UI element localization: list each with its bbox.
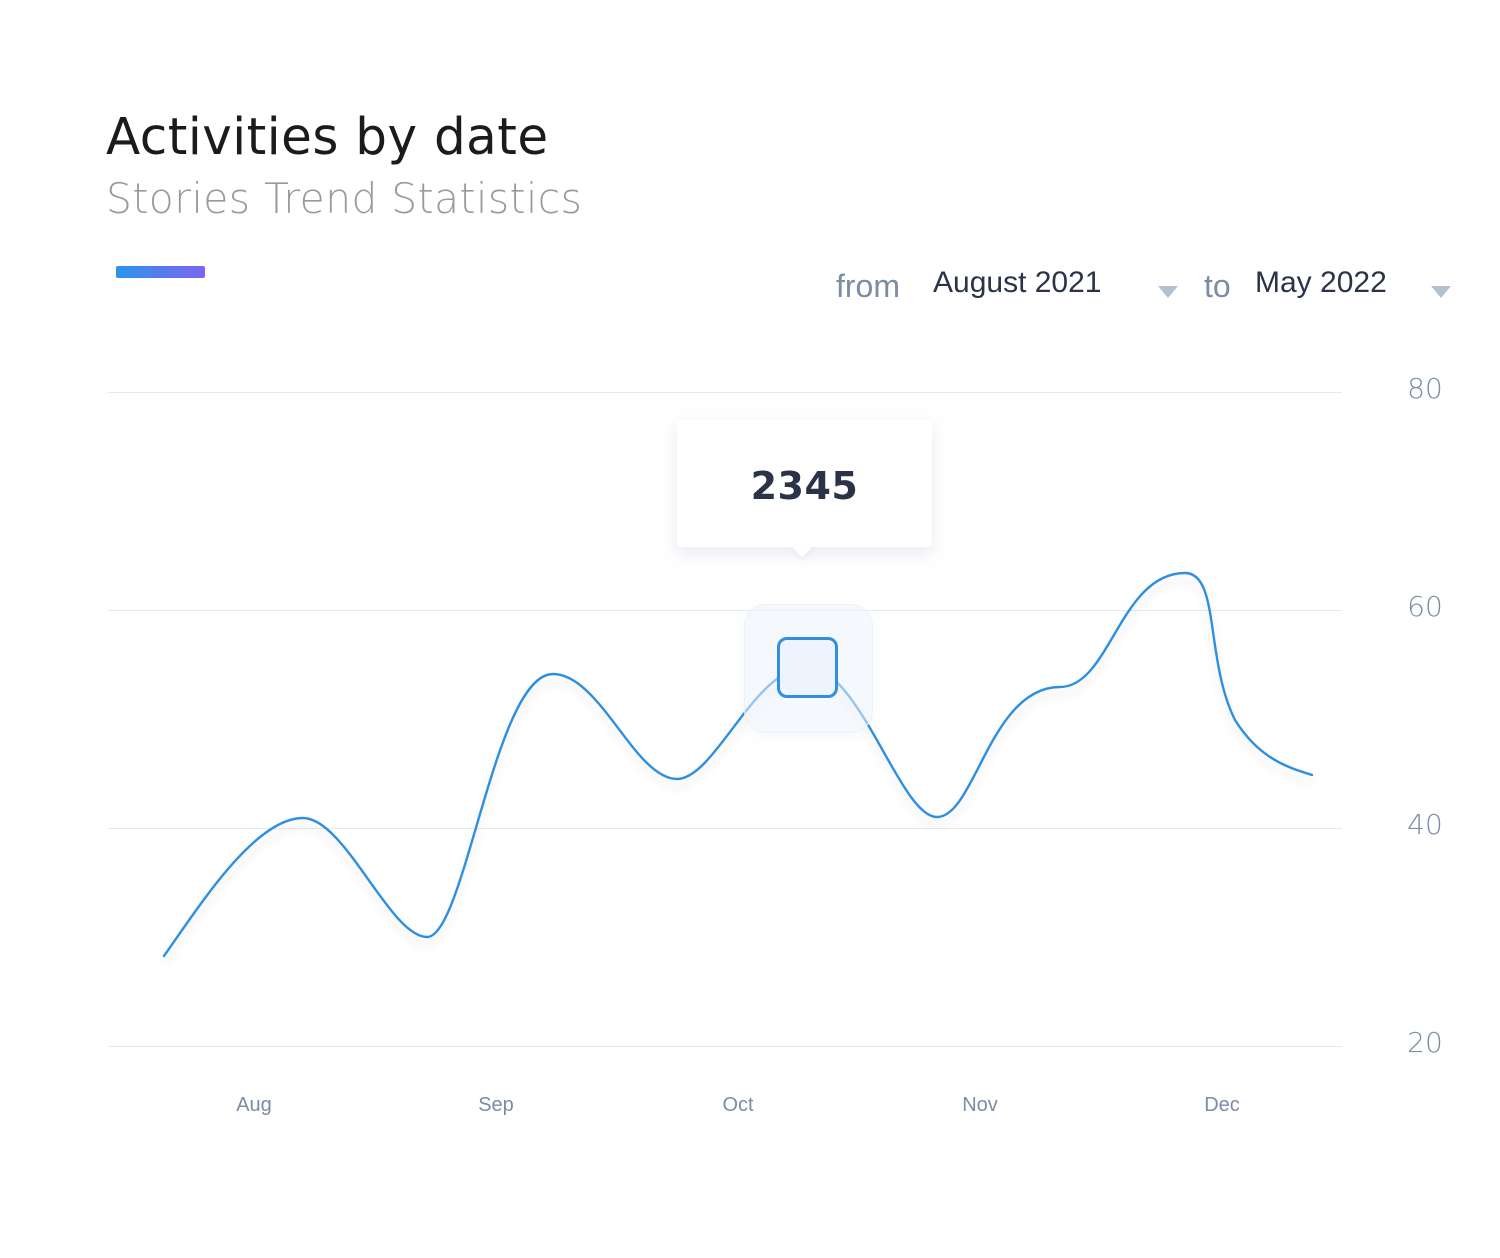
- y-tick-label: 80: [1407, 372, 1443, 405]
- y-tick-label: 40: [1407, 808, 1443, 841]
- from-label: from: [836, 268, 900, 304]
- caret-down-icon[interactable]: [1431, 286, 1451, 298]
- series-line: [162, 571, 1314, 958]
- chart-subtitle: Stories Trend Statistics: [106, 174, 583, 223]
- x-tick-label: Sep: [478, 1094, 514, 1116]
- x-tick-label: Aug: [236, 1094, 272, 1116]
- y-tick-label: 20: [1407, 1026, 1443, 1059]
- grid-line: [108, 1046, 1342, 1047]
- from-date-selector[interactable]: from August 2021: [836, 262, 1196, 310]
- tooltip: 2345: [677, 420, 932, 547]
- y-tick-label: 60: [1407, 590, 1443, 623]
- x-tick-label: Dec: [1204, 1094, 1240, 1116]
- chart-title: Activities by date: [106, 108, 549, 167]
- to-date-value[interactable]: May 2022: [1255, 266, 1387, 299]
- grid-line: [108, 610, 1342, 611]
- x-tick-label: Oct: [722, 1094, 754, 1116]
- x-tick-label: Nov: [962, 1094, 998, 1116]
- grid-line: [108, 392, 1342, 393]
- accent-bar: [116, 266, 205, 278]
- grid-line: [108, 828, 1342, 829]
- to-label: to: [1204, 268, 1231, 304]
- to-date-selector[interactable]: to May 2022: [1204, 262, 1464, 310]
- highlighted-data-point[interactable]: [777, 637, 838, 698]
- caret-down-icon[interactable]: [1158, 286, 1178, 298]
- from-date-value[interactable]: August 2021: [933, 266, 1102, 299]
- tooltip-value: 2345: [750, 464, 859, 508]
